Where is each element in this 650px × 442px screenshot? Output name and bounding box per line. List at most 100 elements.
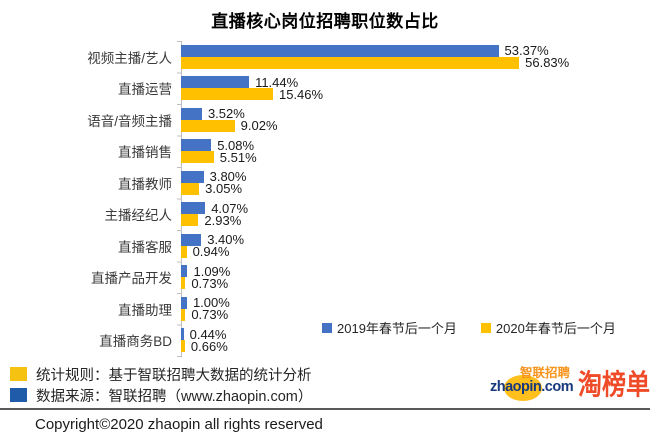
value-label: 0.94% bbox=[192, 244, 230, 260]
chart-row: 直播商务BD 0.44% 0.66% bbox=[0, 325, 650, 357]
chart-legend: 2019年春节后一个月 2020年春节后一个月 bbox=[322, 318, 616, 337]
bar-2020 bbox=[181, 88, 273, 101]
bar-2020 bbox=[181, 340, 185, 353]
category-label: 主播经纪人 bbox=[104, 208, 173, 224]
bar-2019 bbox=[181, 170, 204, 183]
bar-line: 53.37% bbox=[181, 43, 569, 59]
bar-2020 bbox=[181, 214, 199, 227]
bar-2020 bbox=[181, 56, 520, 69]
bar-group: 3.80% 3.05% bbox=[181, 169, 247, 197]
legend-swatch-icon bbox=[480, 322, 491, 333]
bar-group: 3.52% 9.02% bbox=[181, 106, 278, 134]
bar-2020 bbox=[181, 119, 235, 132]
chart-row: 语音/音频主播 3.52% 9.02% bbox=[0, 104, 650, 136]
footnote-marker-icon bbox=[10, 388, 27, 402]
chart-rows: 视频主播/艺人 53.37% 56.83% 直播运营 11.44% 15.46% 语音/音频… bbox=[0, 41, 650, 356]
value-label: 3.80% bbox=[209, 169, 247, 185]
value-label: 0.73% bbox=[191, 275, 229, 291]
legend-item: 2019年春节后一个月 bbox=[322, 318, 457, 337]
value-label: 11.44% bbox=[255, 74, 299, 90]
bar-line: 1.00% bbox=[181, 295, 230, 311]
bar-line: 2.93% bbox=[181, 214, 248, 227]
bar-line: 3.05% bbox=[181, 181, 246, 197]
category-label: 直播产品开发 bbox=[91, 271, 172, 287]
axis-line bbox=[181, 41, 182, 357]
bar-2020 bbox=[181, 182, 200, 195]
zhaopin-logo-ellipse bbox=[504, 375, 542, 401]
bar-line: 56.83% bbox=[181, 56, 569, 69]
bar-line: 3.52% bbox=[181, 106, 278, 122]
bar-group: 4.07% 2.93% bbox=[181, 200, 249, 227]
bar-group: 5.08% 5.51% bbox=[181, 139, 257, 164]
value-label: 4.07% bbox=[211, 200, 249, 216]
bar-line: 0.44% bbox=[181, 328, 228, 341]
chart-row: 直播运营 11.44% 15.46% bbox=[0, 73, 650, 105]
zhaopin-logo: 智联招聘 zhaopin.com bbox=[490, 362, 582, 404]
bar-group: 3.40% 0.94% bbox=[181, 232, 245, 260]
bar-2019 bbox=[181, 296, 187, 309]
bar-line: 4.07% bbox=[181, 200, 249, 216]
bar-2019 bbox=[181, 233, 202, 246]
bar-group: 1.00% 0.73% bbox=[181, 295, 230, 321]
value-label: 3.05% bbox=[205, 181, 243, 197]
value-label: 1.00% bbox=[192, 295, 230, 311]
category-label: 直播销售 bbox=[118, 145, 172, 161]
footnote-marker-icon bbox=[10, 367, 27, 381]
bar-2020 bbox=[181, 277, 186, 290]
bar-2020 bbox=[181, 245, 187, 258]
category-label: 直播助理 bbox=[118, 302, 172, 318]
bar-line: 3.80% bbox=[181, 169, 247, 185]
bar-group: 1.09% 0.73% bbox=[181, 263, 231, 291]
bar-2019 bbox=[181, 107, 202, 120]
category-label: 直播教师 bbox=[118, 176, 172, 192]
legend-label: 2019年春节后一个月 bbox=[337, 321, 457, 336]
value-label: 9.02% bbox=[240, 118, 278, 134]
value-label: 1.09% bbox=[193, 263, 231, 279]
bar-line: 0.94% bbox=[181, 244, 244, 260]
bar-line: 5.51% bbox=[181, 151, 257, 164]
footnote-row: 统计规则：基于智联招聘大数据的统计分析 bbox=[10, 364, 312, 384]
category-label: 语音/音频主播 bbox=[87, 113, 172, 129]
bar-group: 53.37% 56.83% bbox=[181, 43, 569, 69]
chart-row: 直播助理 1.00% 0.73% bbox=[0, 293, 650, 325]
category-label: 视频主播/艺人 bbox=[87, 50, 172, 66]
bar-2019 bbox=[181, 44, 499, 57]
footer-separator bbox=[0, 408, 650, 410]
footnote-row: 数据来源：智联招聘（www.zhaopin.com） bbox=[10, 385, 312, 405]
bar-group: 11.44% 15.46% bbox=[181, 74, 323, 101]
taobangdan-logo: 淘榜单 bbox=[578, 370, 650, 402]
bar-line: 5.08% bbox=[181, 139, 257, 152]
value-label: 0.66% bbox=[190, 338, 228, 354]
footnotes: 统计规则：基于智联招聘大数据的统计分析 数据来源：智联招聘（www.zhaopin… bbox=[10, 364, 312, 406]
bar-line: 0.73% bbox=[181, 308, 230, 321]
legend-label: 2020年春节后一个月 bbox=[495, 321, 616, 336]
bar-2019 bbox=[181, 202, 206, 215]
value-label: 53.37% bbox=[504, 43, 549, 59]
chart-row: 视频主播/艺人 53.37% 56.83% bbox=[0, 41, 650, 73]
category-label: 直播商务BD bbox=[99, 334, 172, 350]
bar-2019 bbox=[181, 139, 212, 152]
bar-2019 bbox=[181, 76, 250, 89]
value-label: 3.52% bbox=[207, 106, 245, 122]
chart-title: 直播核心岗位招聘职位数占比 bbox=[211, 12, 439, 31]
axis-ticks bbox=[177, 41, 181, 358]
category-label: 直播客服 bbox=[118, 239, 172, 255]
bar-2019 bbox=[181, 328, 184, 341]
zhaopin-logo-en-text: zhaopin.com bbox=[490, 379, 574, 395]
bar-line: 3.40% bbox=[181, 232, 245, 248]
bar-line: 0.73% bbox=[181, 275, 230, 291]
bar-2020 bbox=[181, 308, 186, 321]
value-label: 3.40% bbox=[207, 232, 245, 248]
chart-row: 主播经纪人 4.07% 2.93% bbox=[0, 199, 650, 231]
legend-swatch-icon bbox=[322, 322, 332, 333]
bar-2020 bbox=[181, 151, 214, 164]
category-label: 直播运营 bbox=[118, 82, 172, 98]
copyright-text: Copyright©2020 zhaopin all rights reserv… bbox=[35, 416, 323, 433]
footnote-text: 数据来源：智联招聘（www.zhaopin.com） bbox=[36, 388, 313, 405]
chart-row: 直播客服 3.40% 0.94% bbox=[0, 230, 650, 262]
footnote-text: 统计规则：基于智联招聘大数据的统计分析 bbox=[36, 367, 312, 384]
bar-group: 0.44% 0.66% bbox=[181, 328, 228, 354]
chart-row: 直播产品开发 1.09% 0.73% bbox=[0, 262, 650, 294]
bar-line: 11.44% bbox=[181, 74, 323, 90]
